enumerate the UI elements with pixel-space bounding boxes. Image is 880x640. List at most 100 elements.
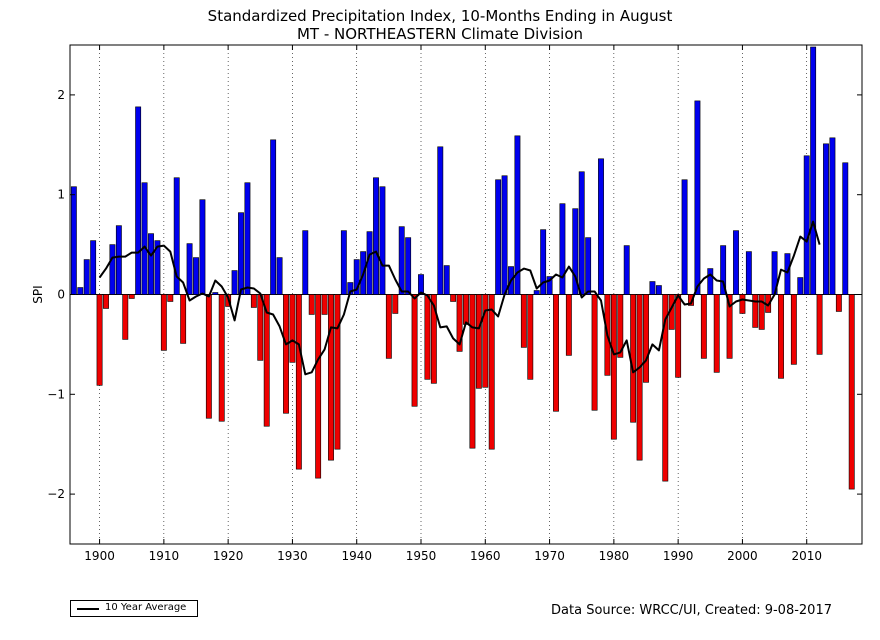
x-tick-label-1950: 1950 [406, 549, 437, 563]
bar-1973 [565, 294, 572, 356]
bar-1907 [141, 182, 148, 295]
bar-2003 [758, 294, 765, 330]
y-tick-label-2: 0 [57, 288, 65, 302]
bar-1987 [655, 285, 662, 295]
bar-1972 [559, 203, 566, 295]
bar-1953 [437, 146, 444, 295]
x-tick-label-1940: 1940 [341, 549, 372, 563]
bar-2015 [835, 294, 842, 312]
bar-1912 [173, 177, 180, 295]
x-tick-label-2010: 2010 [791, 549, 822, 563]
chart-title: Standardized Precipitation Index, 10-Mon… [207, 7, 673, 25]
bar-1993 [694, 100, 701, 295]
bar-1966 [520, 294, 527, 348]
bar-2016 [842, 162, 849, 295]
bar-2017 [848, 294, 855, 490]
bar-2001 [745, 251, 752, 295]
bar-1984 [636, 294, 643, 461]
legend-label: 10 Year Average [105, 602, 187, 613]
bar-1908 [148, 233, 154, 295]
bar-1899 [90, 240, 97, 295]
bar-1924 [250, 294, 257, 308]
bar-1988 [662, 294, 669, 482]
bar-1940 [353, 259, 360, 295]
bar-1971 [553, 294, 559, 412]
bar-1923 [244, 182, 251, 295]
bar-1928 [276, 257, 283, 295]
bar-1927 [270, 139, 277, 295]
data-source-note: Data Source: WRCC/UI, Created: 9-08-2017 [551, 603, 832, 618]
bar-1962 [495, 179, 502, 295]
bar-1922 [238, 212, 244, 295]
bar-1904 [122, 294, 129, 340]
bar-1937 [334, 294, 341, 450]
bar-1933 [308, 294, 315, 315]
bar-1960 [482, 294, 489, 388]
bar-1963 [501, 175, 508, 295]
bar-2000 [739, 294, 746, 314]
legend-line-swatch [77, 608, 99, 610]
bar-1947 [398, 226, 405, 295]
bar-1915 [193, 257, 199, 295]
bars-group [70, 46, 855, 490]
bar-1954 [443, 265, 450, 295]
bar-2006 [778, 294, 784, 379]
bar-1967 [527, 294, 534, 380]
x-axis-ticks: 1900 1910 1920 1930 1940 1950 1960 1970 1980 1990… [84, 45, 822, 563]
bar-1968 [533, 290, 540, 295]
y-tick-label-4: 2 [57, 88, 65, 102]
bar-1914 [186, 243, 193, 295]
bar-1985 [643, 294, 649, 383]
bar-1998 [726, 294, 733, 359]
bar-1938 [340, 230, 347, 295]
bar-1986 [649, 281, 656, 295]
bar-1903 [115, 225, 122, 295]
bar-1957 [463, 294, 469, 325]
x-tick-label-1980: 1980 [599, 549, 630, 563]
y-axis-ticks: −2 −1 0 1 2 [47, 88, 862, 501]
bar-2008 [790, 294, 797, 365]
x-tick-label-1900: 1900 [84, 549, 115, 563]
bar-1951 [424, 294, 431, 380]
bar-1919 [218, 294, 225, 422]
bar-1944 [379, 186, 386, 295]
y-tick-label-3: 1 [57, 188, 65, 202]
bar-2011 [810, 46, 817, 295]
bar-1991 [681, 179, 688, 295]
bar-1911 [167, 294, 174, 302]
bar-1977 [591, 294, 598, 411]
bar-1958 [469, 294, 476, 449]
bar-1999 [733, 230, 739, 295]
x-tick-label-1990: 1990 [663, 549, 694, 563]
x-tick-label-1930: 1930 [277, 549, 308, 563]
bar-1970 [546, 276, 553, 295]
bar-1976 [585, 237, 592, 295]
bar-2013 [823, 143, 829, 295]
bar-1995 [707, 268, 714, 295]
bar-1956 [456, 294, 463, 352]
bar-1943 [373, 177, 379, 295]
bar-2012 [816, 294, 823, 355]
bar-1997 [720, 245, 727, 295]
bar-1950 [418, 274, 424, 295]
bar-1909 [154, 240, 161, 295]
chart-subtitle: MT - NORTHEASTERN Climate Division [296, 25, 584, 43]
bar-1965 [514, 135, 521, 295]
bar-1959 [475, 294, 482, 389]
bar-1949 [411, 294, 418, 407]
x-tick-label-1910: 1910 [149, 549, 180, 563]
bar-1946 [392, 294, 399, 314]
bar-1917 [205, 294, 212, 419]
bar-1936 [328, 294, 334, 461]
x-tick-label-2000: 2000 [727, 549, 758, 563]
bar-1902 [109, 244, 116, 295]
y-tick-label-0: −2 [47, 487, 65, 501]
bar-1900 [96, 294, 103, 386]
x-tick-label-1970: 1970 [534, 549, 565, 563]
bar-1901 [103, 294, 109, 309]
bar-1932 [302, 230, 309, 295]
bar-1931 [295, 294, 302, 470]
bar-1906 [135, 106, 142, 295]
bar-1929 [283, 294, 289, 414]
bar-1974 [572, 208, 579, 295]
